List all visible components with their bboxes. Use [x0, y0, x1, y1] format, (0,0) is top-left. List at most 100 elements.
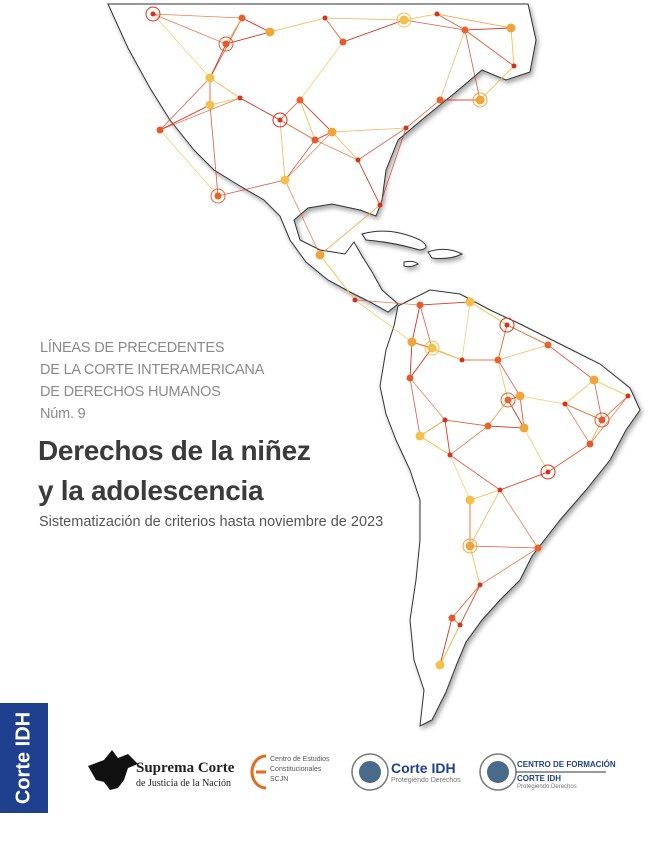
network-link	[449, 454, 471, 501]
network-link	[159, 77, 211, 131]
network-link	[319, 254, 356, 301]
network-node	[465, 495, 475, 505]
network-link	[409, 341, 413, 379]
network-link	[284, 179, 321, 256]
title-line: Derechos de la niñez	[38, 435, 311, 466]
title-line: y la adolescencia	[38, 475, 264, 506]
network-link	[444, 419, 489, 427]
network-link	[507, 399, 525, 429]
network-link	[564, 403, 591, 445]
network-node	[311, 136, 319, 144]
network-link	[439, 29, 466, 101]
logo-text: Centro de Estudios	[270, 756, 330, 763]
network-link	[469, 489, 501, 501]
network-link	[436, 13, 512, 29]
series-line: DE DERECHOS HUMANOS	[40, 384, 221, 400]
series-line: DE LA CORTE INTERAMERICANA	[40, 362, 265, 378]
network-link	[451, 584, 481, 619]
network-node	[511, 63, 517, 69]
network-link	[225, 17, 243, 45]
network-node	[475, 95, 485, 105]
network-link	[444, 419, 451, 456]
network-node	[477, 582, 483, 588]
network-link	[464, 29, 481, 101]
network-node	[150, 11, 156, 17]
network-node	[465, 297, 475, 307]
network-link	[284, 139, 316, 181]
network-link	[409, 377, 421, 437]
network-node	[416, 301, 424, 309]
network-node	[352, 297, 358, 303]
network-link	[299, 99, 333, 133]
network-node	[237, 95, 243, 101]
network-node	[497, 487, 503, 493]
network-link	[152, 13, 243, 19]
network-node	[403, 125, 409, 131]
network-node	[442, 417, 448, 423]
centro-formacion-globe	[487, 761, 509, 783]
network-link	[487, 425, 525, 429]
network-node	[277, 117, 283, 123]
cuba	[361, 230, 427, 251]
logo-text: Suprema Corte	[136, 760, 235, 776]
network-link	[459, 584, 481, 626]
network-link	[152, 13, 211, 79]
network-link	[510, 27, 515, 67]
network-node	[205, 100, 215, 110]
network-node	[434, 11, 440, 17]
network-node	[459, 357, 465, 363]
logo-text: SCJN	[270, 776, 289, 783]
network-link	[159, 129, 219, 197]
network-node	[545, 469, 551, 475]
network-link	[279, 119, 286, 181]
network-node	[265, 27, 275, 37]
network-link	[357, 127, 407, 161]
island	[403, 260, 419, 268]
network-link	[279, 99, 301, 121]
network-node	[407, 337, 417, 347]
network-node	[339, 38, 347, 46]
network-link	[464, 29, 515, 67]
network-node	[625, 393, 631, 399]
network-node	[156, 126, 164, 134]
network-node-ring	[594, 412, 610, 428]
logo-text: Corte IDH	[391, 760, 456, 776]
network-node	[222, 40, 230, 48]
network-node	[435, 660, 445, 670]
network-link	[405, 99, 441, 129]
network-link	[419, 419, 446, 437]
network-node	[494, 356, 502, 364]
network-node-ring	[218, 36, 234, 52]
network-node	[457, 622, 463, 628]
network-node	[238, 14, 246, 22]
network-node	[280, 175, 290, 185]
network-link	[469, 489, 501, 547]
network-node-ring	[210, 188, 226, 204]
logo-text: Protegiendo Derechos	[517, 784, 577, 790]
network-link	[409, 377, 446, 421]
network-link	[601, 395, 629, 421]
network-link	[411, 341, 463, 361]
south-america	[379, 289, 641, 727]
logo-text: CENTRO DE FORMACIÓN	[517, 760, 616, 769]
network-node	[315, 250, 325, 260]
side-tab-label: Corte IDH	[12, 711, 35, 805]
network-node-ring	[499, 317, 515, 333]
network-node	[544, 341, 552, 349]
network-node	[322, 15, 328, 21]
network-link	[152, 13, 227, 45]
network-node	[534, 544, 542, 552]
network-link	[354, 299, 421, 306]
network-node	[447, 452, 453, 458]
network-node	[506, 23, 516, 33]
network-link	[449, 454, 501, 491]
corte-idh-globe	[359, 761, 381, 783]
network-link	[299, 41, 344, 101]
network-link	[461, 301, 471, 361]
network-node	[436, 96, 444, 104]
network-link	[506, 324, 549, 346]
network-link	[497, 359, 521, 397]
network-link	[409, 347, 433, 379]
network-node	[448, 614, 456, 622]
